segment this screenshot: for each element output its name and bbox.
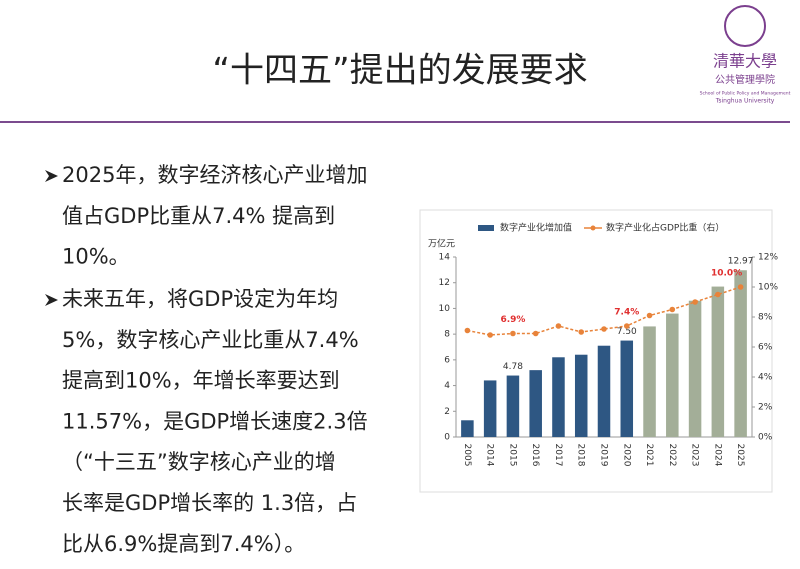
- line-point: [532, 330, 539, 337]
- legend-swatch: [478, 225, 494, 231]
- x-tick-label: 2016: [530, 444, 540, 467]
- bullet-line: 2025年，数字经济核心产业增加: [62, 163, 367, 187]
- bar-value-label: 12.97: [728, 257, 754, 267]
- bar: [620, 340, 634, 437]
- y2-tick-label: 6%: [758, 343, 773, 353]
- x-tick-label: 2019: [599, 444, 609, 467]
- y-axis-label: 万亿元: [428, 238, 455, 250]
- line-point: [601, 326, 607, 332]
- line-point: [623, 323, 630, 329]
- bar: [711, 286, 725, 437]
- legend-label: 数字产业化增加值: [500, 222, 572, 234]
- line-point: [578, 329, 585, 335]
- legend-label: 数字产业化占GDP比重（右）: [606, 222, 724, 234]
- line-value-label: 6.9%: [500, 315, 525, 325]
- y2-tick-label: 4%: [758, 373, 773, 383]
- logo-name: 清華大學: [713, 52, 777, 71]
- y-tick-label: 4: [444, 381, 450, 391]
- slide-title: “十四五”提出的发展要求: [212, 51, 587, 91]
- line-point: [646, 312, 653, 319]
- y2-tick-label: 10%: [758, 283, 778, 293]
- line-point: [669, 306, 676, 313]
- x-tick-label: 2017: [553, 444, 563, 467]
- bullet-line: 长率是GDP增长率的 1.3倍，占: [62, 491, 357, 515]
- line-value-label: 7.4%: [614, 308, 639, 318]
- bullet-line: 10%。: [62, 245, 130, 269]
- y-tick-label: 12: [439, 278, 450, 288]
- y2-tick-label: 12%: [758, 253, 778, 263]
- bar: [643, 326, 656, 437]
- y2-tick-label: 8%: [758, 313, 773, 323]
- bar: [461, 420, 474, 437]
- bullet-line: 比从6.9%提高到7.4%）。: [62, 532, 305, 556]
- y-tick-label: 6: [444, 355, 450, 365]
- y-tick-label: 2: [444, 407, 450, 417]
- logo-seal: [724, 5, 766, 47]
- line-point: [715, 291, 721, 298]
- y2-tick-label: 2%: [758, 403, 773, 413]
- x-tick-label: 2024: [712, 444, 722, 467]
- bar-value-label: 7.50: [617, 327, 637, 337]
- bar: [552, 357, 565, 437]
- line-point: [487, 332, 493, 338]
- bullet-line: 提高到10%，年增长率要达到: [62, 369, 340, 393]
- bullet-arrow: [45, 170, 58, 182]
- bar: [688, 300, 702, 437]
- bullet-line: （“十三五”数字核心产业的增: [62, 450, 336, 474]
- logo-english: School of Public Policy and Management: [700, 91, 791, 97]
- bar: [574, 354, 588, 437]
- bullet-line: 未来五年，将GDP设定为年均: [62, 287, 338, 311]
- line-point: [510, 330, 516, 337]
- x-tick-label: 2022: [667, 444, 677, 467]
- x-tick-label: 2020: [621, 444, 631, 467]
- x-tick-label: 2015: [507, 444, 517, 467]
- bullet-line: 5%，数字核心产业比重从7.4%: [62, 328, 359, 352]
- line-point: [737, 284, 744, 290]
- bar: [506, 375, 520, 437]
- logo-school: 公共管理學院: [715, 73, 775, 86]
- chart: 万亿元 0 2 4 6 8 10 12 14 0% 2% 4% 6% 8% 10% 12% 2005 2014 20…: [428, 222, 778, 467]
- x-tick-label: 2021: [644, 444, 654, 467]
- line-point: [692, 299, 698, 305]
- x-tick-label: 2014: [485, 444, 495, 467]
- bullet-arrow: [45, 294, 58, 306]
- y2-tick-label: 0%: [758, 433, 773, 443]
- bullet-line: 值占GDP比重从7.4% 提高到: [62, 204, 335, 228]
- line-point: [464, 327, 471, 334]
- y-tick-label: 14: [439, 253, 451, 263]
- y-tick-label: 10: [439, 304, 451, 314]
- line-value-label: 10.0%: [711, 269, 742, 279]
- bar-value-label: 4.78: [503, 362, 523, 372]
- line-point: [555, 323, 562, 329]
- bar: [666, 313, 679, 437]
- x-tick-label: 2023: [690, 444, 700, 467]
- x-tick-label: 2005: [462, 444, 472, 467]
- bar: [597, 345, 611, 437]
- logo-english: Tsinghua University: [715, 98, 775, 105]
- y-tick-label: 0: [444, 433, 450, 443]
- bar: [529, 370, 542, 437]
- x-tick-label: 2025: [735, 444, 745, 467]
- y-tick-label: 8: [444, 330, 450, 340]
- bar: [734, 270, 747, 437]
- bar: [483, 380, 497, 437]
- x-tick-label: 2018: [576, 444, 586, 467]
- legend-swatch: [590, 225, 596, 231]
- bullet-line: 11.57%，是GDP增长速度2.3倍: [62, 409, 368, 433]
